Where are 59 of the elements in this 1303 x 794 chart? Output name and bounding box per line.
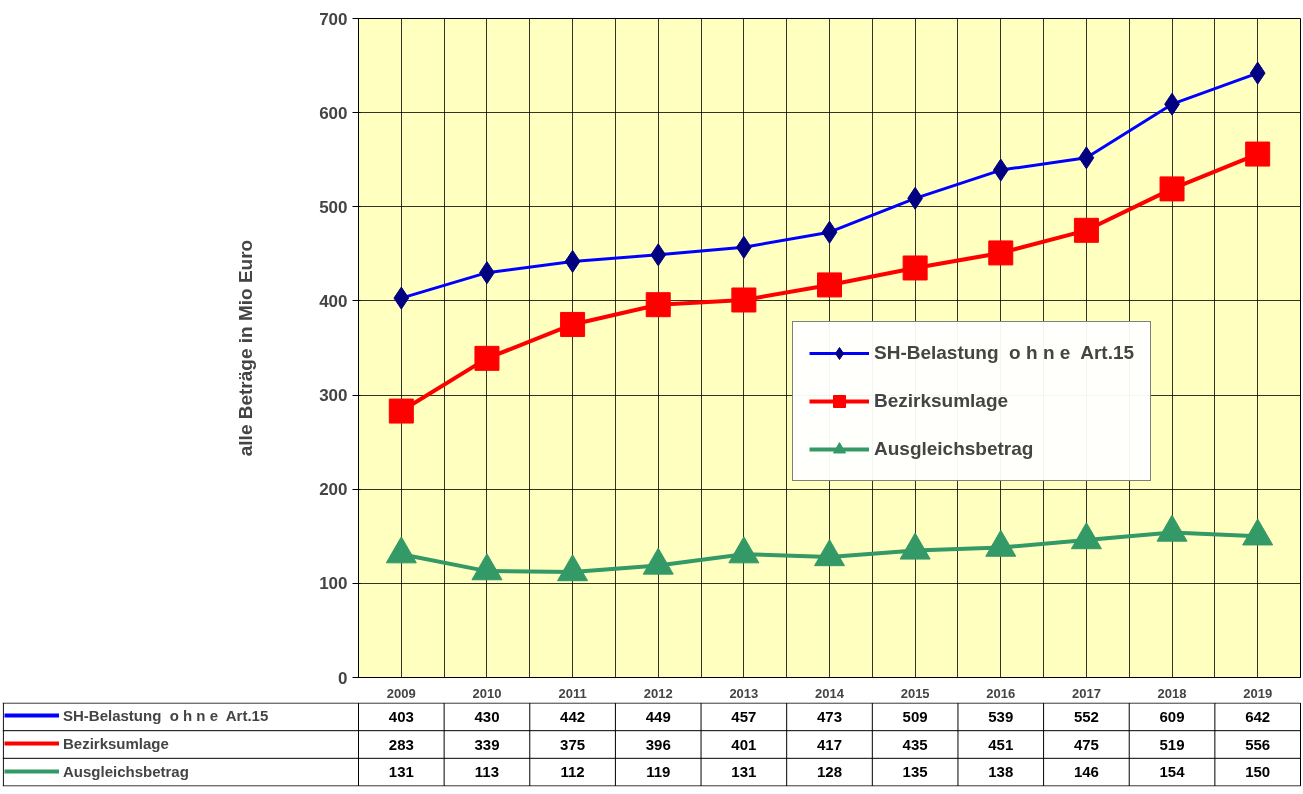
data-label: 519: [1159, 735, 1185, 753]
y-tick-label: 400: [319, 291, 348, 311]
x-tick-label: 2011: [558, 685, 587, 701]
y-tick-label: 100: [319, 574, 348, 594]
data-label: 112: [560, 763, 585, 781]
legend-label: Bezirksumlage: [874, 390, 1009, 412]
data-label: 131: [388, 763, 414, 781]
x-tick-label: 2015: [900, 685, 930, 701]
data-label: 430: [474, 707, 500, 725]
data-label: 435: [902, 735, 928, 753]
data-label: 375: [560, 735, 586, 753]
data-label: 609: [1159, 707, 1185, 725]
text: Bezirksumlage: [63, 734, 169, 752]
data-label: 131: [731, 763, 757, 781]
data-label: 113: [474, 763, 500, 781]
data-label: 449: [645, 707, 671, 725]
data-label: 138: [988, 763, 1014, 781]
x-tick-label: 2013: [729, 685, 759, 701]
y-tick-label: 200: [319, 480, 348, 500]
text: Ausgleichsbetrag: [63, 762, 189, 780]
text: SH-Belastung o h n e Art.15: [63, 706, 269, 724]
y-tick-label: 600: [319, 103, 348, 123]
y-tick-label: 700: [319, 9, 348, 29]
data-label: 135: [902, 763, 928, 781]
data-label: 457: [731, 707, 757, 725]
legend-label: SH-Belastung o h n e Art.15: [874, 342, 1135, 364]
data-label: 403: [388, 707, 414, 725]
x-tick-label: 2010: [472, 685, 502, 701]
legend-label: Ausgleichsbetrag: [874, 438, 1034, 460]
data-label: 339: [474, 735, 500, 753]
data-label: 475: [1073, 735, 1099, 753]
data-label: 556: [1245, 735, 1271, 753]
data-label: 417: [816, 735, 843, 753]
x-tick-label: 2012: [643, 685, 673, 701]
x-tick-label: 2018: [1157, 685, 1187, 701]
data-label: 154: [1159, 763, 1186, 781]
data-label: 539: [988, 707, 1014, 725]
data-label: 401: [731, 735, 757, 753]
data-label: 119: [646, 763, 671, 781]
y-tick-label: 0: [338, 668, 348, 688]
data-label: 642: [1245, 707, 1271, 725]
data-label: 396: [645, 735, 671, 753]
x-tick-label: 2019: [1243, 685, 1273, 701]
y-tick-label: 500: [319, 197, 348, 217]
data-label: 509: [902, 707, 928, 725]
data-label: 146: [1073, 763, 1099, 781]
x-tick-label: 2017: [1071, 685, 1101, 701]
x-tick-label: 2014: [815, 685, 845, 701]
data-label: 552: [1073, 707, 1099, 725]
data-label: 451: [988, 735, 1014, 753]
y-tick-label: 300: [319, 386, 348, 406]
x-tick-label: 2009: [386, 685, 416, 701]
data-label: 283: [388, 735, 414, 753]
x-tick-label: 2016: [986, 685, 1016, 701]
data-label: 150: [1245, 763, 1271, 781]
data-label: 473: [816, 707, 843, 725]
data-label: 442: [560, 707, 586, 725]
y-axis-title: alle Beträge in Mio Euro: [235, 239, 257, 457]
data-label: 128: [816, 763, 843, 781]
